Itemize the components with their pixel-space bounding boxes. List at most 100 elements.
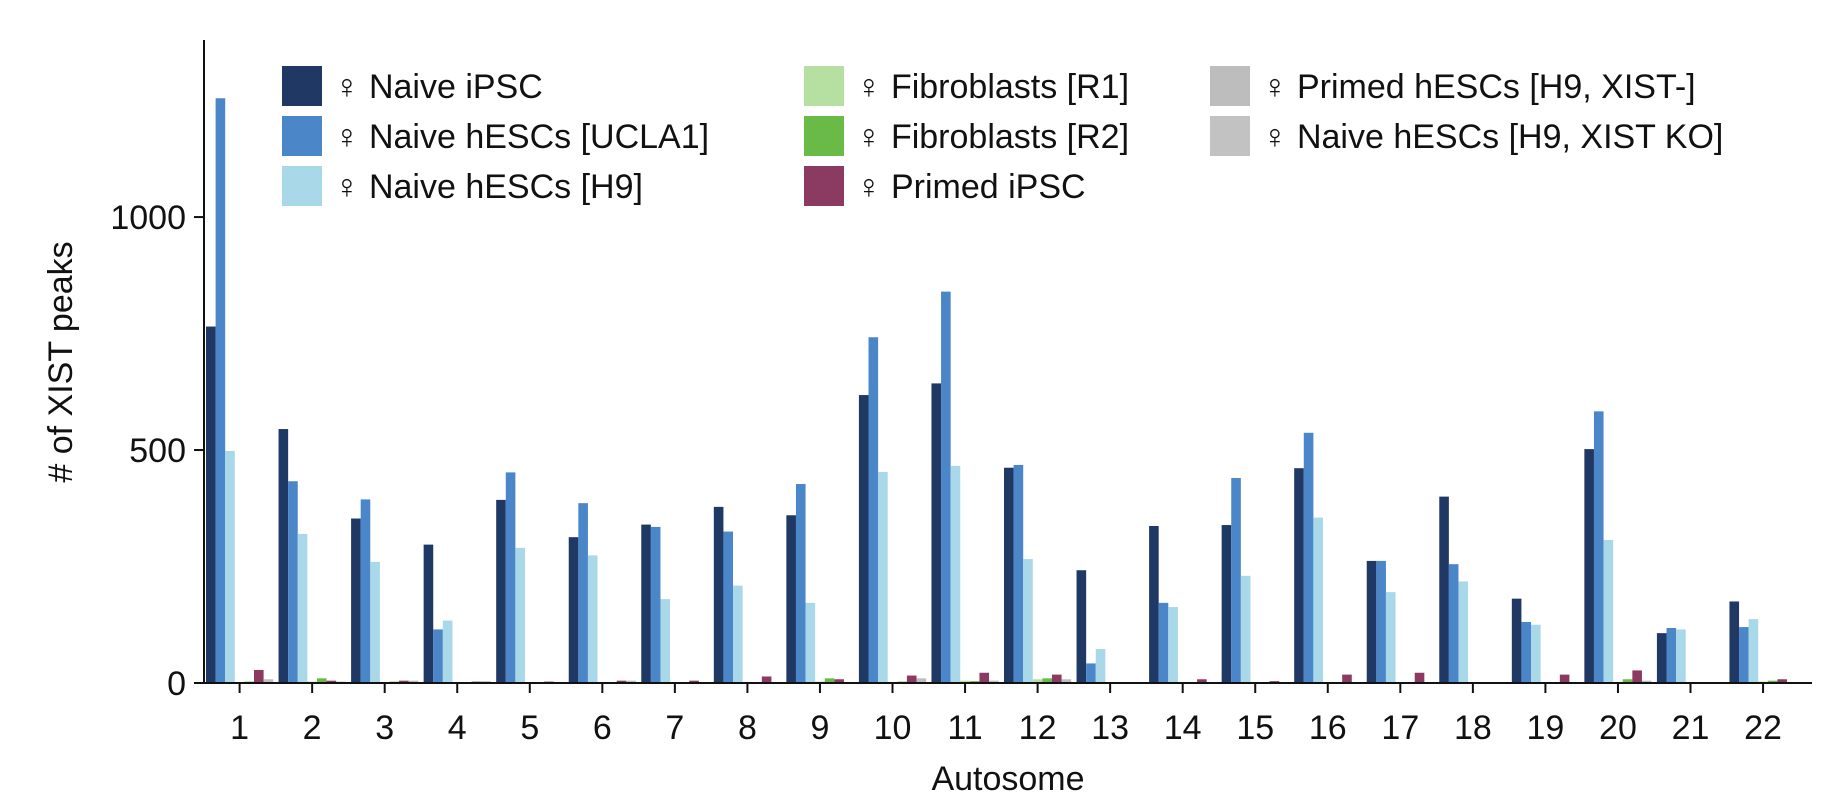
legend-swatch [804, 166, 844, 206]
bar [824, 678, 835, 683]
bar [761, 676, 772, 683]
y-tick-label: 500 [129, 432, 186, 470]
bar [1559, 674, 1570, 683]
bar [689, 680, 699, 683]
bar [1531, 624, 1541, 683]
bar [1521, 621, 1532, 683]
bar [1013, 464, 1024, 683]
x-tick-label: 21 [1672, 709, 1710, 747]
x-tick-label: 5 [520, 709, 539, 747]
bar [906, 675, 917, 683]
bar [960, 680, 970, 683]
bar-group-21 [1656, 628, 1734, 683]
legend-label: ♀ Naive hESCs [H9] [334, 168, 643, 206]
legend-label: ♀ Naive iPSC [334, 68, 543, 106]
bar-group-14 [1149, 525, 1226, 683]
bar-group-17 [1366, 560, 1444, 683]
bar [1676, 629, 1686, 683]
bar-group-13 [1076, 570, 1154, 683]
bar [1149, 525, 1159, 683]
x-ticks: 1 2 3 4 5 6 7 8 9 10 11 12 13 14 15 16 17 18 19 20 21 22 [230, 683, 1782, 747]
x-tick-label: 11 [947, 709, 982, 747]
bar [1313, 517, 1323, 683]
legend-item: ♀ Primed hESCs [H9, XIST-] [1210, 66, 1696, 106]
x-tick-label: 8 [738, 709, 757, 747]
bar [950, 465, 961, 683]
y-axis-title: # of XIST peaks [42, 241, 80, 482]
bar [878, 471, 888, 683]
x-tick-label: 18 [1454, 709, 1492, 747]
bar [723, 531, 734, 683]
legend-item: ♀ Naive iPSC [282, 66, 543, 106]
legend-swatch [282, 116, 322, 156]
bar [1095, 648, 1106, 683]
bar-group-3 [351, 499, 428, 683]
bar [1414, 672, 1425, 683]
bar [660, 599, 671, 683]
legend-label: ♀ Naive hESCs [UCLA1] [334, 118, 709, 156]
legend: ♀ Naive iPSC ♀ Naive hESCs [UCLA1] ♀ Naive… [282, 66, 1723, 206]
bar [423, 544, 434, 683]
bar-group-1 [206, 98, 283, 684]
bar [1158, 602, 1169, 683]
x-tick-label: 1 [230, 709, 249, 747]
bar [578, 503, 588, 683]
legend-label: ♀ Fibroblasts [R1] [856, 68, 1129, 106]
bar [408, 680, 419, 683]
bar [278, 429, 289, 683]
y-ticks: 0 500 1000 [110, 199, 204, 703]
bar [733, 585, 743, 683]
y-tick-label: 0 [167, 665, 186, 703]
x-tick-label: 3 [375, 709, 394, 747]
legend-swatch [282, 66, 322, 106]
bar [215, 98, 226, 684]
bar [288, 481, 298, 683]
bar [1777, 679, 1788, 683]
bar [795, 484, 806, 683]
bar [505, 472, 516, 683]
bar [1603, 539, 1614, 683]
legend-item: ♀ Naive hESCs [UCLA1] [282, 116, 709, 156]
legend-item: ♀ Naive hESCs [H9, XIST KO] [1210, 116, 1723, 156]
x-tick-label: 12 [1019, 709, 1057, 747]
bar [1240, 575, 1251, 683]
bar [1385, 592, 1396, 683]
legend-label: ♀ Naive hESCs [H9, XIST KO] [1262, 118, 1723, 156]
bar-group-11 [931, 291, 1009, 683]
bar [1076, 570, 1087, 683]
bar [1448, 564, 1459, 683]
legend-label: ♀ Primed hESCs [H9, XIST-] [1262, 68, 1696, 106]
bar [834, 679, 844, 683]
bar-group-20 [1584, 411, 1662, 683]
legend-label: ♀ Fibroblasts [R2] [856, 118, 1129, 156]
bar [941, 291, 951, 683]
bar [225, 450, 235, 683]
x-tick-label: 9 [811, 709, 830, 747]
bar [360, 499, 371, 683]
bar [1656, 633, 1667, 683]
x-tick-label: 19 [1527, 709, 1565, 747]
bar-group-22 [1729, 601, 1807, 683]
bar-group-18 [1439, 496, 1517, 683]
bar [786, 515, 796, 683]
bar [326, 680, 337, 683]
bar [442, 620, 453, 683]
x-tick-label: 13 [1091, 709, 1129, 747]
bar-group-7 [641, 524, 719, 683]
legend-item: ♀ Naive hESCs [H9] [282, 166, 643, 206]
bar [1342, 674, 1352, 683]
bar-group-2 [278, 429, 356, 683]
bar [1666, 628, 1677, 683]
x-tick-label: 15 [1236, 709, 1274, 747]
legend-item: ♀ Fibroblasts [R1] [804, 66, 1129, 106]
bar [1032, 679, 1043, 683]
bar [616, 680, 627, 683]
x-axis-title: Autosome [931, 760, 1084, 798]
bar [254, 669, 264, 683]
bar [626, 680, 636, 683]
bar [1042, 678, 1052, 683]
bar [650, 526, 661, 683]
bar [1197, 679, 1207, 683]
